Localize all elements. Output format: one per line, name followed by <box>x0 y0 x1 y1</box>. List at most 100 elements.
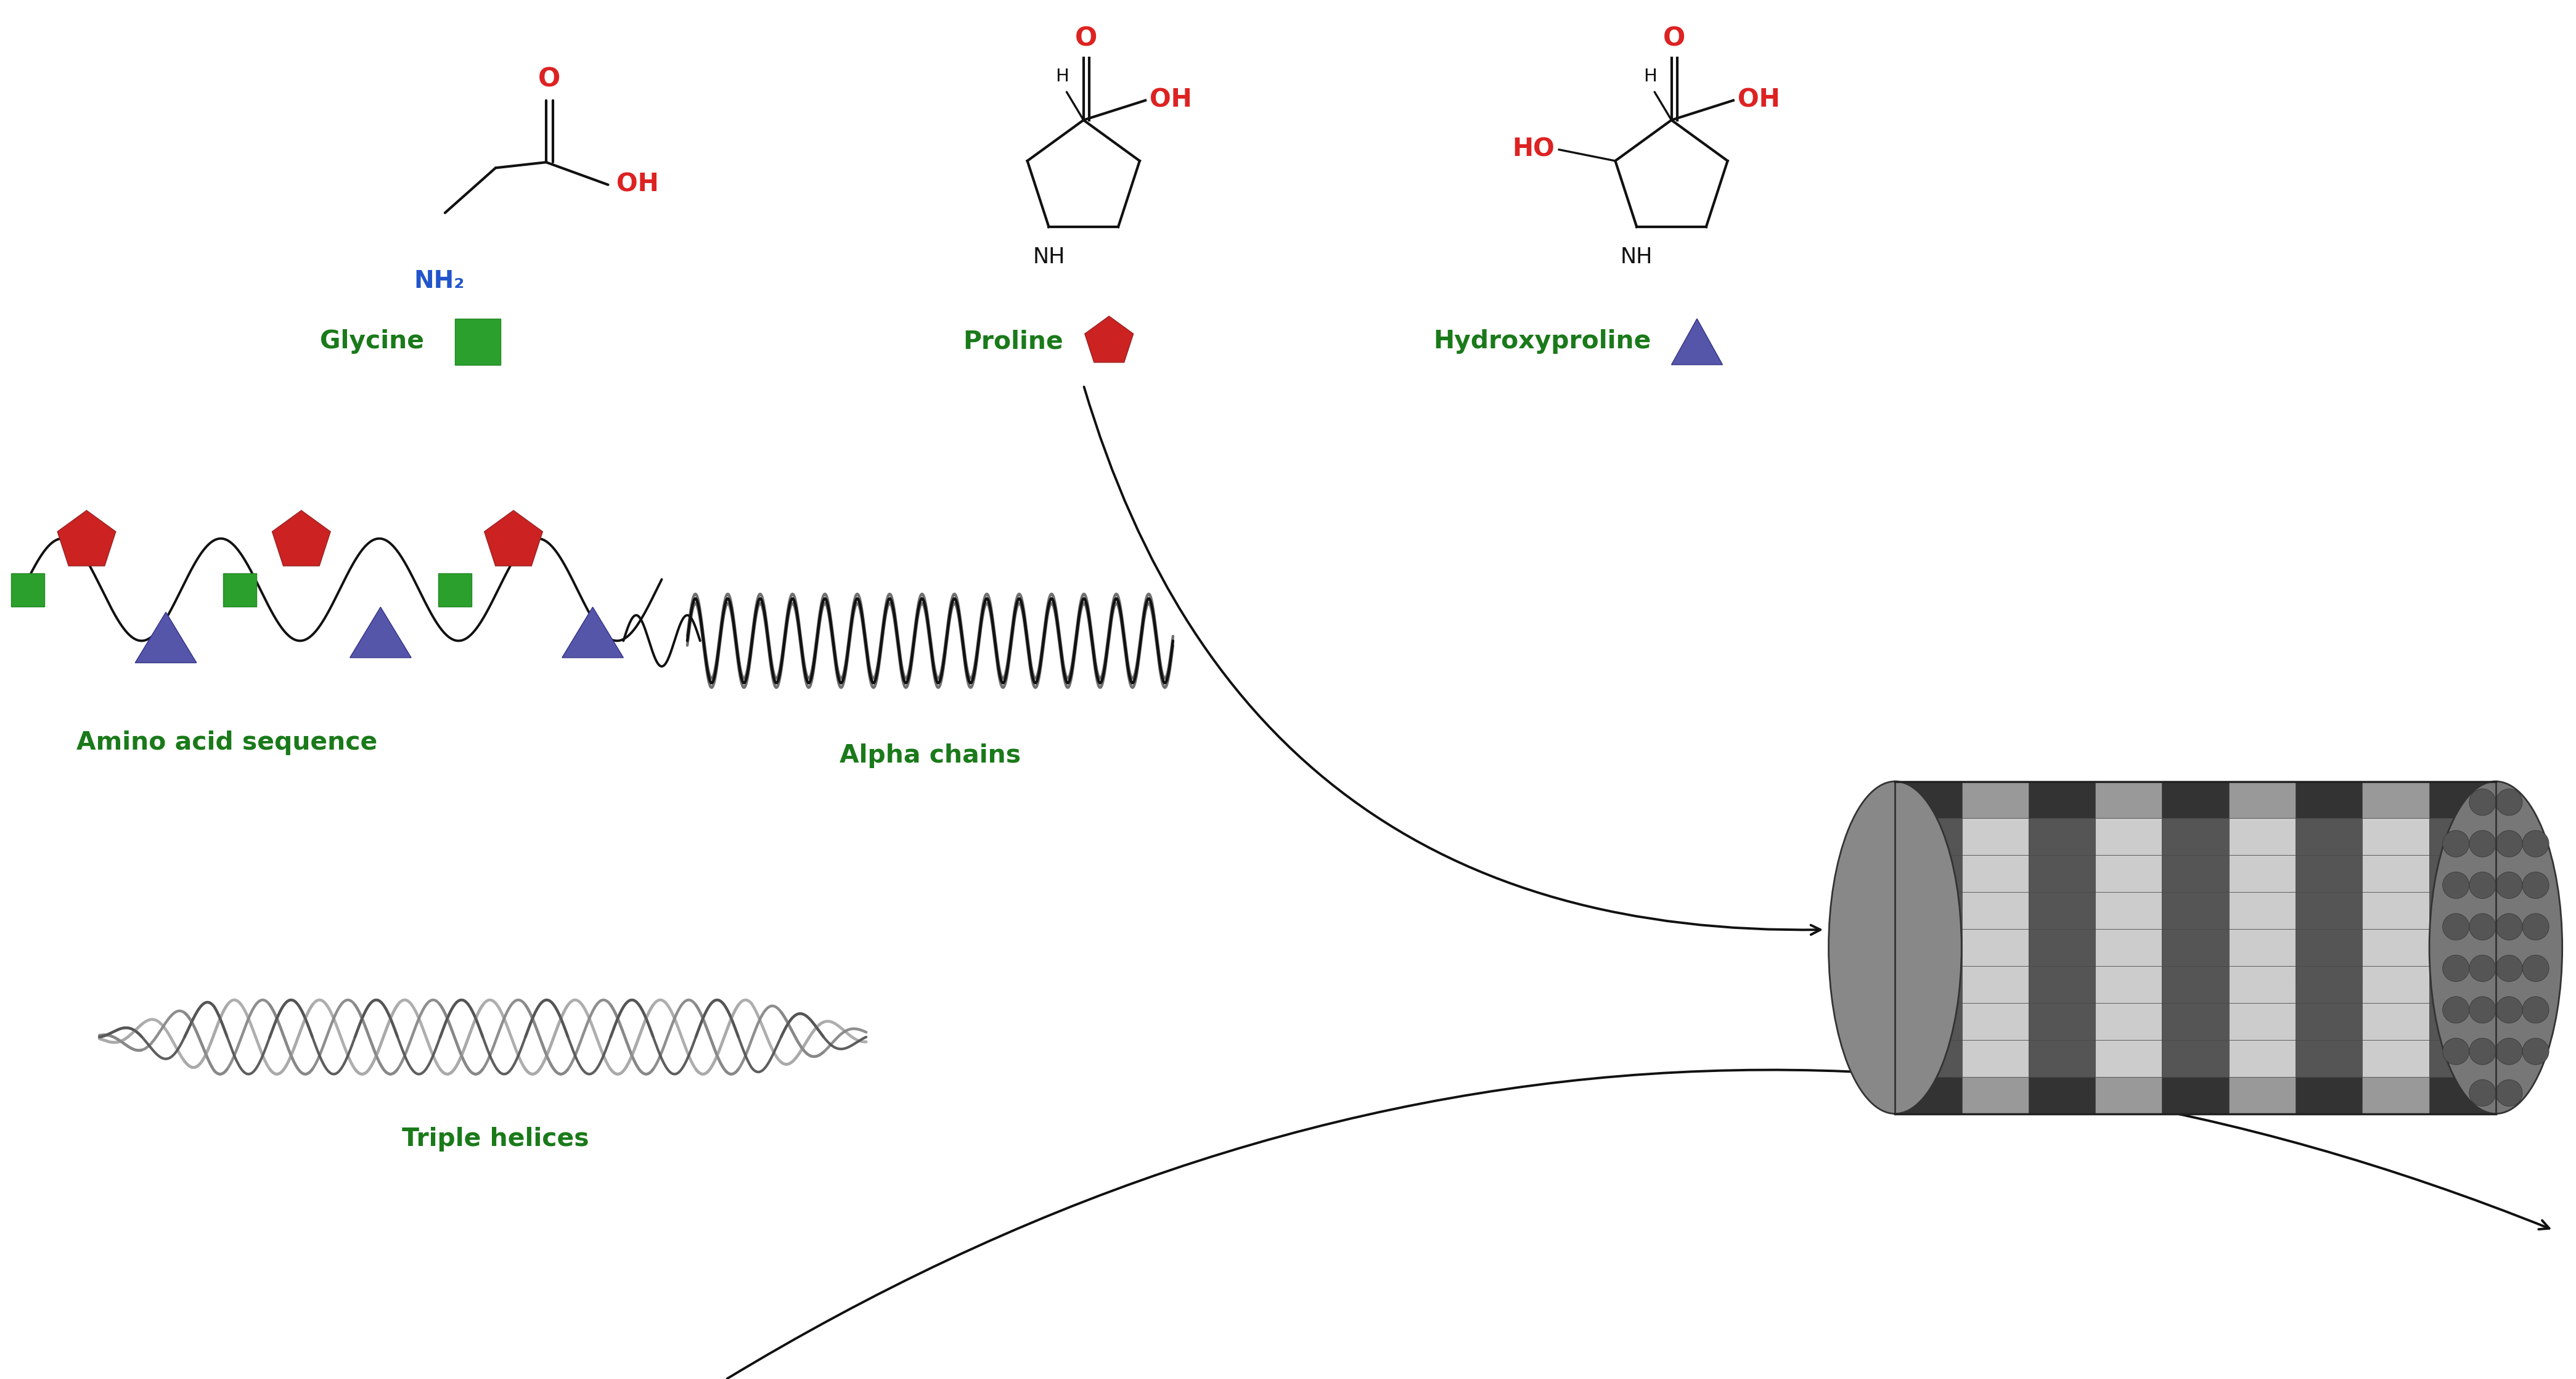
Bar <box>2295 1077 2362 1114</box>
Circle shape <box>2470 1080 2496 1106</box>
Bar <box>2228 892 2295 929</box>
Text: Triple helices: Triple helices <box>402 1127 590 1151</box>
Bar <box>2094 782 2161 818</box>
Text: Glycine: Glycine <box>319 330 425 354</box>
Polygon shape <box>57 510 116 565</box>
Bar <box>2094 818 2161 855</box>
Bar <box>2362 929 2429 967</box>
Polygon shape <box>273 510 330 565</box>
Text: OH: OH <box>1739 88 1780 113</box>
Circle shape <box>2442 830 2470 856</box>
FancyArrowPatch shape <box>1084 386 1821 935</box>
Bar <box>1963 967 2027 1003</box>
Bar <box>2161 1077 2228 1114</box>
Bar <box>2161 818 2228 855</box>
Circle shape <box>2496 1038 2522 1065</box>
Circle shape <box>2496 872 2522 899</box>
Bar <box>2027 1077 2094 1114</box>
Bar <box>2228 967 2295 1003</box>
Bar <box>2429 929 2496 967</box>
Bar <box>2161 892 2228 929</box>
Bar <box>2094 929 2161 967</box>
Text: Amino acid sequence: Amino acid sequence <box>77 731 379 756</box>
Bar <box>1896 892 1963 929</box>
Text: NH: NH <box>1620 247 1654 268</box>
Bar <box>2027 818 2094 855</box>
Text: H: H <box>1643 68 1656 85</box>
Bar <box>2094 1077 2161 1114</box>
Circle shape <box>2522 913 2550 940</box>
Circle shape <box>2496 789 2522 815</box>
Bar <box>2362 892 2429 929</box>
Bar <box>2429 892 2496 929</box>
Bar <box>2295 1040 2362 1077</box>
Circle shape <box>2442 913 2470 940</box>
Bar <box>2228 1003 2295 1040</box>
Bar <box>2161 929 2228 967</box>
Circle shape <box>2522 872 2550 899</box>
Circle shape <box>2522 830 2550 856</box>
Polygon shape <box>1084 316 1133 363</box>
Text: O: O <box>1664 26 1685 51</box>
Bar <box>1963 855 2027 892</box>
Bar <box>2161 855 2228 892</box>
Bar <box>2429 1003 2496 1040</box>
Polygon shape <box>350 607 412 658</box>
FancyBboxPatch shape <box>10 574 44 607</box>
Polygon shape <box>134 612 196 663</box>
Text: NH: NH <box>1033 247 1064 268</box>
FancyBboxPatch shape <box>224 574 258 607</box>
Bar <box>2362 967 2429 1003</box>
Circle shape <box>2522 956 2550 982</box>
Circle shape <box>2470 789 2496 815</box>
Bar <box>1896 782 2496 1114</box>
Bar <box>2094 1040 2161 1077</box>
Circle shape <box>2442 997 2470 1023</box>
Bar <box>1896 1040 1963 1077</box>
Circle shape <box>2470 872 2496 899</box>
Bar <box>2161 782 2228 818</box>
Text: O: O <box>538 66 559 92</box>
Bar <box>2027 855 2094 892</box>
Bar <box>2429 782 2496 818</box>
Bar <box>1896 967 1963 1003</box>
Text: Alpha chains: Alpha chains <box>840 743 1020 768</box>
Bar <box>2228 782 2295 818</box>
Bar <box>2094 855 2161 892</box>
Bar <box>2161 1003 2228 1040</box>
Bar <box>2362 1040 2429 1077</box>
Circle shape <box>2496 913 2522 940</box>
Text: Proline: Proline <box>963 330 1064 354</box>
FancyBboxPatch shape <box>438 574 471 607</box>
Bar <box>2295 967 2362 1003</box>
Bar <box>1896 782 1963 818</box>
Bar <box>2429 1077 2496 1114</box>
Bar <box>1896 855 1963 892</box>
Bar <box>1963 1003 2027 1040</box>
Bar <box>2295 818 2362 855</box>
Bar <box>2027 1003 2094 1040</box>
Circle shape <box>2470 1038 2496 1065</box>
Polygon shape <box>562 607 623 658</box>
Bar <box>1963 1077 2027 1114</box>
Bar <box>2362 782 2429 818</box>
Circle shape <box>2442 956 2470 982</box>
Text: H: H <box>1056 68 1069 85</box>
Circle shape <box>2496 956 2522 982</box>
Circle shape <box>2470 913 2496 940</box>
Bar <box>1896 1077 1963 1114</box>
Circle shape <box>2496 997 2522 1023</box>
Ellipse shape <box>1829 782 1960 1114</box>
Circle shape <box>2470 830 2496 856</box>
Bar <box>2094 892 2161 929</box>
Bar <box>2027 967 2094 1003</box>
Ellipse shape <box>2429 782 2563 1114</box>
Bar <box>2027 892 2094 929</box>
Bar <box>2027 929 2094 967</box>
Bar <box>2161 967 2228 1003</box>
Bar <box>2429 855 2496 892</box>
Bar <box>2295 855 2362 892</box>
Bar <box>2228 818 2295 855</box>
Circle shape <box>2522 1038 2550 1065</box>
Bar <box>2094 967 2161 1003</box>
